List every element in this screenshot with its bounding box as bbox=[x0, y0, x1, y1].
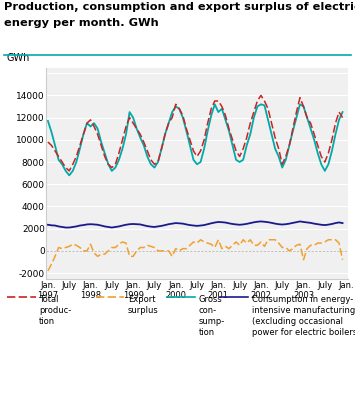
Text: Export
surplus: Export surplus bbox=[128, 295, 159, 315]
Text: GWh: GWh bbox=[7, 53, 30, 63]
Text: energy per month. GWh: energy per month. GWh bbox=[4, 18, 158, 28]
Text: Production, consumption and export surplus of electric: Production, consumption and export surpl… bbox=[4, 2, 355, 12]
Text: Consumption in energy-
intensive manufacturing
(excluding occasional
power for e: Consumption in energy- intensive manufac… bbox=[252, 295, 355, 337]
Text: Total
produc-
tion: Total produc- tion bbox=[39, 295, 71, 326]
Text: Gross
con-
sump-
tion: Gross con- sump- tion bbox=[199, 295, 225, 337]
